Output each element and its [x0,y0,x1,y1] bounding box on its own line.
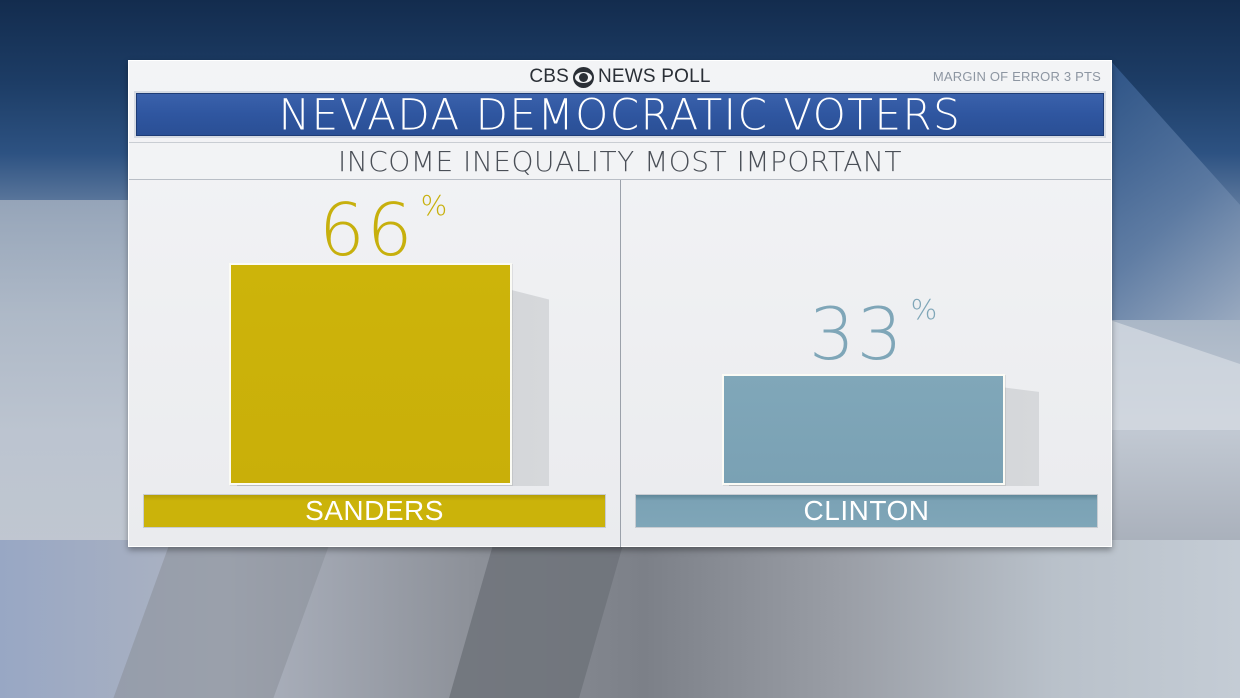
bar-clinton [722,374,1005,485]
candidate-name: CLINTON [803,495,930,526]
brand-logo: CBS NEWS POLL [129,66,1111,88]
background-shape [0,200,130,540]
title-bar: NEVADA DEMOCRATIC VOTERS [134,89,1106,140]
candidate-name: SANDERS [305,495,444,526]
page-title: NEVADA DEMOCRATIC VOTERS [278,89,962,140]
header-row: CBS NEWS POLL MARGIN OF ERROR 3 PTS [129,61,1111,91]
candidate-label-sanders: SANDERS [143,494,606,528]
chart-subtitle: INCOME INEQUALITY MOST IMPORTANT [338,144,902,178]
margin-of-error: MARGIN OF ERROR 3 PTS [932,69,1101,84]
candidate-label-clinton: CLINTON [635,494,1098,528]
bar-sanders [229,263,512,485]
brand-news-poll-text: NEWS POLL [598,66,711,87]
candidate-column-sanders: 66% SANDERS [129,180,620,547]
background-shape [1110,60,1240,320]
percent-sign: % [420,189,450,222]
background-shape [110,545,330,698]
brand-cbs-text: CBS [529,66,569,87]
poll-graphic-panel: CBS NEWS POLL MARGIN OF ERROR 3 PTS NEVA… [128,60,1112,547]
background-shape [447,545,623,698]
value-label-sanders: 66% [319,192,449,267]
background-shape [1110,320,1240,430]
value-label-clinton: 33% [809,296,939,371]
candidate-column-clinton: 33% CLINTON [621,180,1112,547]
background-floor [0,540,1240,698]
value-number: 66 [319,188,415,272]
cbs-eye-icon [573,66,594,88]
column-divider [620,180,621,547]
percent-sign: % [910,293,940,326]
subtitle-row: INCOME INEQUALITY MOST IMPORTANT [129,142,1111,180]
value-number: 33 [809,292,905,376]
